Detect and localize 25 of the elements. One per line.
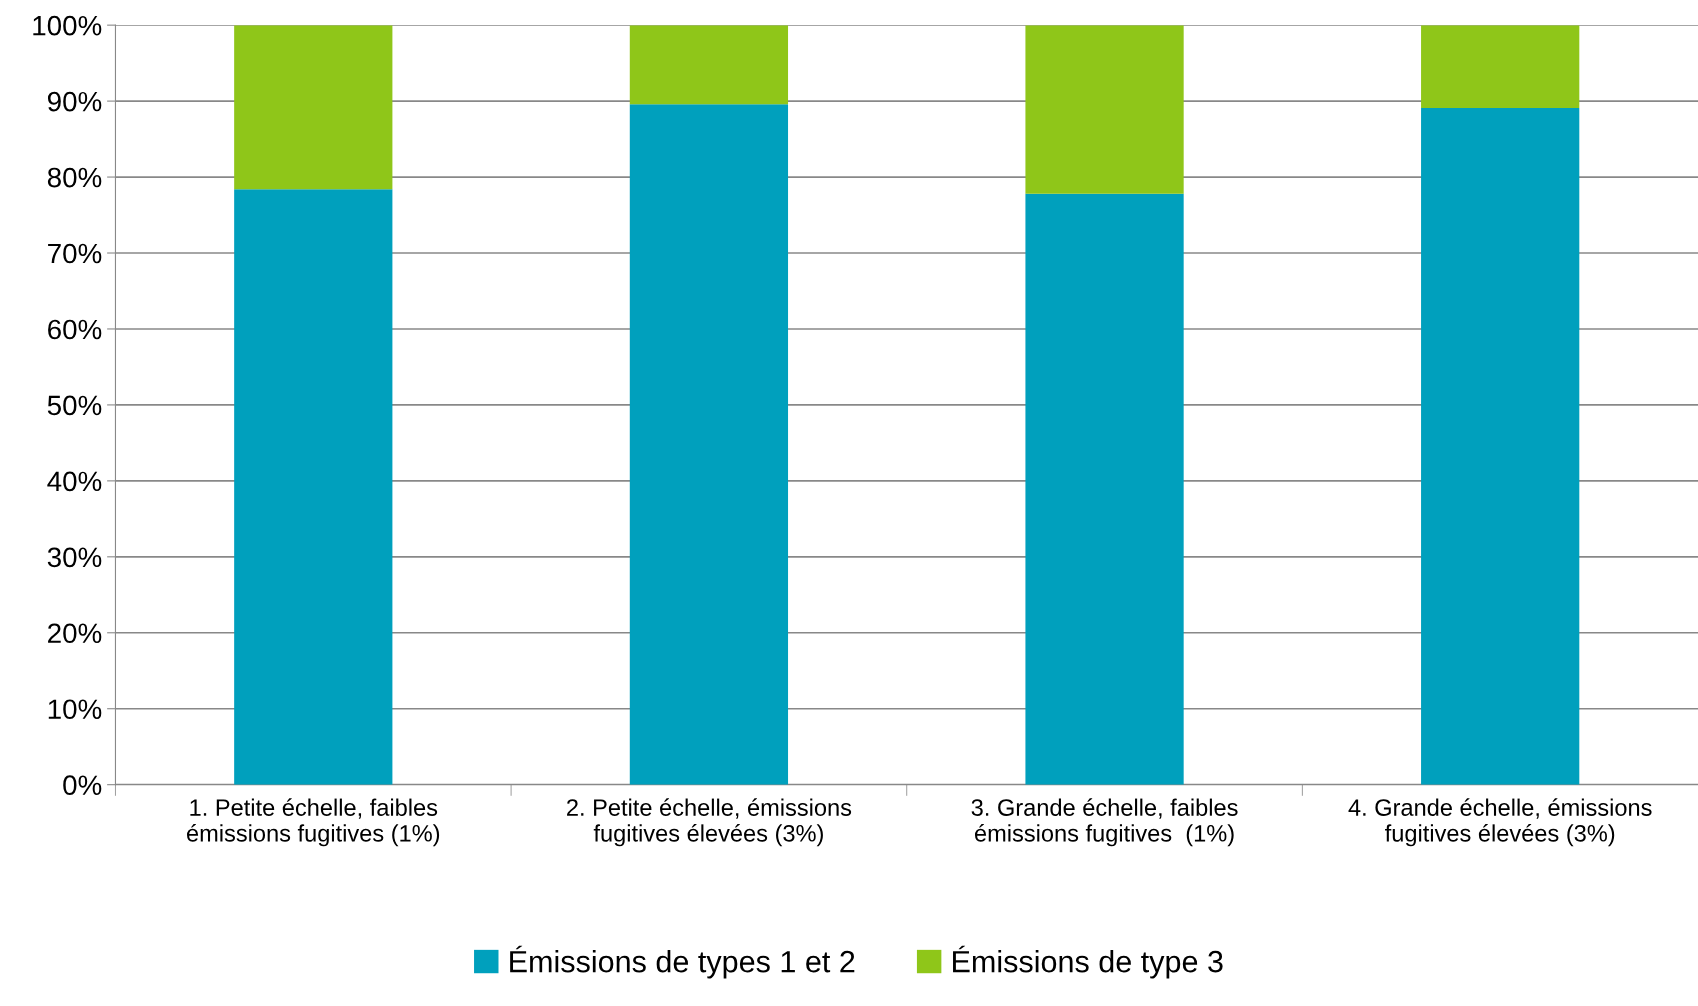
x-tick-label: 1. Petite échelle, faibles émissions fugitives (1%) — [187, 798, 440, 847]
y-tick-label: 70% — [48, 243, 102, 264]
x-tick-label: 2. Petite échelle, émissions fugitives élevées (3%) — [567, 798, 852, 847]
legend-label: Émissions de types 1 et 2 — [510, 945, 855, 979]
y-tick-label: 30% — [47, 547, 102, 568]
y-tick-label: 100% — [33, 15, 102, 36]
bar — [629, 25, 789, 105]
y-tick-label: 10% — [48, 699, 102, 720]
x-tick-label: 3. Grande échelle, faibles émissions fugitives (1%) — [971, 798, 1238, 847]
y-tick-label: 50% — [47, 395, 102, 416]
bar — [234, 189, 393, 785]
bar — [1421, 107, 1580, 785]
bar — [234, 25, 393, 190]
bar — [629, 104, 789, 785]
y-tick-label: 60% — [48, 319, 102, 340]
y-tick-label: 20% — [48, 623, 102, 644]
x-tick-label: 4. Grande échelle, émissions fugitives élevées (3%) — [1348, 798, 1652, 847]
bar — [1025, 193, 1184, 785]
bar — [1421, 25, 1580, 108]
y-tick-label: 0% — [63, 775, 102, 796]
y-tick-label: 90% — [47, 91, 102, 112]
bar — [1025, 25, 1184, 194]
legend-label: Émissions de type 3 — [953, 945, 1223, 979]
y-tick-label: 40% — [47, 471, 102, 492]
y-tick-label: 80% — [47, 167, 102, 188]
